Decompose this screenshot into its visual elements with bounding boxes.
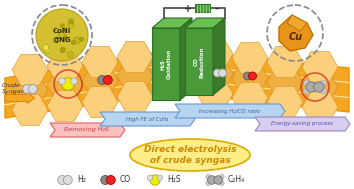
Circle shape — [68, 52, 74, 58]
Polygon shape — [287, 15, 307, 31]
Circle shape — [207, 176, 216, 184]
Circle shape — [214, 176, 222, 184]
Circle shape — [63, 27, 66, 30]
Circle shape — [60, 47, 65, 53]
Polygon shape — [100, 112, 195, 126]
Circle shape — [64, 36, 67, 39]
Circle shape — [69, 19, 74, 24]
Text: Cu: Cu — [289, 32, 303, 42]
Circle shape — [23, 84, 32, 94]
Circle shape — [58, 176, 67, 184]
Polygon shape — [213, 18, 225, 95]
Polygon shape — [175, 104, 285, 118]
Circle shape — [249, 72, 257, 80]
Polygon shape — [185, 28, 213, 95]
Text: CO: CO — [120, 176, 131, 184]
Circle shape — [147, 175, 153, 180]
Circle shape — [71, 78, 78, 84]
Circle shape — [58, 32, 65, 39]
Circle shape — [306, 82, 316, 92]
Circle shape — [58, 32, 64, 37]
Circle shape — [304, 88, 310, 94]
Circle shape — [43, 45, 49, 50]
Text: CO
Reduction: CO Reduction — [193, 46, 205, 78]
Circle shape — [61, 24, 64, 28]
Polygon shape — [5, 52, 158, 118]
Text: Removing H₂S: Removing H₂S — [64, 128, 109, 132]
Text: +: + — [184, 4, 192, 14]
Polygon shape — [255, 117, 350, 131]
Circle shape — [52, 28, 56, 31]
Polygon shape — [196, 52, 349, 112]
Circle shape — [62, 36, 66, 41]
Polygon shape — [195, 4, 210, 12]
FancyArrow shape — [5, 92, 35, 104]
Circle shape — [320, 88, 326, 94]
Circle shape — [68, 22, 74, 28]
Circle shape — [103, 75, 112, 84]
Circle shape — [218, 69, 227, 77]
Text: CoNi
@NG: CoNi @NG — [53, 28, 71, 42]
Circle shape — [44, 47, 50, 53]
Text: Direct electrolysis
of crude syngas: Direct electrolysis of crude syngas — [144, 145, 236, 165]
Circle shape — [62, 78, 74, 90]
Circle shape — [244, 72, 252, 80]
Text: H₂: H₂ — [77, 176, 86, 184]
Ellipse shape — [130, 139, 250, 171]
Circle shape — [80, 37, 84, 41]
Circle shape — [63, 176, 72, 184]
Circle shape — [320, 80, 326, 86]
Polygon shape — [152, 18, 192, 28]
Polygon shape — [152, 28, 180, 100]
Text: H₂S
Oxidation: H₂S Oxidation — [160, 49, 172, 79]
Text: H₂S: H₂S — [167, 176, 181, 184]
Circle shape — [304, 80, 310, 86]
Circle shape — [219, 174, 224, 179]
Circle shape — [314, 82, 324, 92]
Circle shape — [150, 175, 160, 185]
Polygon shape — [185, 18, 225, 28]
Circle shape — [74, 37, 80, 44]
Circle shape — [206, 181, 211, 186]
Circle shape — [206, 174, 211, 179]
Text: Increasing H₂/CO ratio: Increasing H₂/CO ratio — [199, 108, 261, 114]
Text: C₂H₄: C₂H₄ — [228, 176, 245, 184]
Text: High FE of C₂H₄: High FE of C₂H₄ — [126, 116, 168, 122]
Circle shape — [28, 84, 37, 94]
Polygon shape — [50, 123, 125, 137]
Circle shape — [213, 69, 222, 77]
Text: Energy-saving process: Energy-saving process — [271, 122, 333, 126]
Circle shape — [219, 181, 224, 186]
Circle shape — [71, 40, 76, 45]
Text: Crude
Syngas: Crude Syngas — [2, 83, 25, 94]
Circle shape — [36, 9, 88, 61]
Circle shape — [98, 75, 107, 84]
Polygon shape — [180, 18, 192, 100]
Text: -: - — [215, 4, 219, 14]
Circle shape — [64, 38, 68, 42]
Polygon shape — [279, 15, 313, 51]
Circle shape — [101, 176, 110, 184]
Circle shape — [106, 176, 115, 184]
Circle shape — [59, 78, 65, 84]
Circle shape — [60, 33, 65, 38]
Circle shape — [157, 175, 162, 180]
